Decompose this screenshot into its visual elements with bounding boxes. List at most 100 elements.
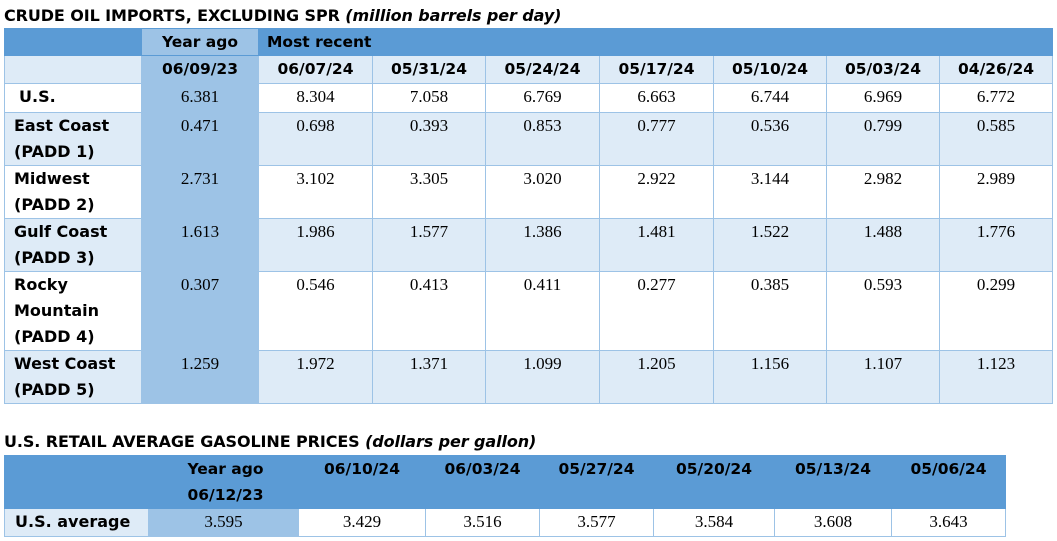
crude-most-recent-header: Most recent: [257, 28, 1054, 56]
value-cell: 1.259: [141, 350, 259, 404]
value: 3.584: [694, 512, 734, 531]
value-cell: 1.371: [372, 350, 486, 404]
gasoline-prices-title: U.S. RETAIL AVERAGE GASOLINE PRICES (dol…: [4, 432, 536, 451]
value-cell: 0.411: [485, 271, 600, 351]
value: 1.481: [637, 222, 676, 241]
value-cell: 0.299: [938, 271, 1054, 351]
crude-date-cell: 06/09/23: [141, 55, 259, 84]
gasoline-prices-table: Year ago 06/12/23 06/10/24 06/03/24 05/2…: [4, 455, 1006, 537]
value: 1.156: [750, 354, 790, 373]
value: 0.799: [863, 116, 903, 135]
value: 6.769: [523, 87, 562, 106]
value-cell: 0.698: [258, 112, 373, 166]
table-row: U.S. average 3.595 3.429 3.516 3.577 3.5…: [4, 508, 1006, 537]
value: 6.381: [180, 87, 220, 106]
value-cell: 1.205: [599, 350, 714, 404]
row-label: Gulf Coast (PADD 3): [14, 222, 108, 267]
value-cell: 0.471: [141, 112, 259, 166]
value: 3.577: [577, 512, 616, 531]
crude-title-main: CRUDE OIL IMPORTS, EXCLUDING SPR: [4, 6, 340, 25]
gasoline-title-main: U.S. RETAIL AVERAGE GASOLINE PRICES: [4, 432, 360, 451]
value-cell: 0.536: [713, 112, 827, 166]
value-cell: 3.429: [298, 508, 426, 537]
value: 6.744: [750, 87, 790, 106]
row-label: Midwest (PADD 2): [14, 169, 95, 214]
year-ago-date: 06/12/23: [187, 486, 264, 504]
value: 3.429: [342, 512, 382, 531]
value: 0.471: [180, 116, 220, 135]
value: 1.386: [523, 222, 562, 241]
value-cell: 0.393: [372, 112, 486, 166]
value: 6.772: [976, 87, 1016, 106]
value-cell: 0.307: [141, 271, 259, 351]
most-recent-label: Most recent: [267, 33, 372, 51]
value: 2.731: [180, 169, 220, 188]
date-label: 05/31/24: [390, 60, 468, 78]
value: 0.307: [180, 275, 220, 294]
gasoline-header-blank: [4, 455, 149, 509]
value: 1.123: [976, 354, 1016, 373]
value: 2.989: [976, 169, 1016, 188]
crude-date-cell: 05/24/24: [485, 55, 600, 84]
value-cell: 6.663: [599, 83, 714, 113]
crude-imports-table: Year ago Most recent 06/09/23 06/07/24 0…: [4, 28, 1054, 404]
value-cell: 0.777: [599, 112, 714, 166]
value: 0.413: [409, 275, 449, 294]
value-cell: 1.481: [599, 218, 714, 272]
value: 1.776: [976, 222, 1016, 241]
gasoline-date-cell: 05/06/24: [891, 455, 1006, 509]
row-label-cell: U.S. average: [4, 508, 149, 537]
value: 0.546: [296, 275, 335, 294]
value-cell: 1.386: [485, 218, 600, 272]
value: 0.593: [863, 275, 903, 294]
value-cell: 0.546: [258, 271, 373, 351]
crude-date-cell: 06/07/24: [258, 55, 373, 84]
gasoline-date-cell: 05/27/24: [539, 455, 654, 509]
crude-year-ago-header: Year ago: [141, 28, 259, 56]
table-row: U.S. 6.381 8.304 7.058 6.769 6.663 6.744…: [4, 83, 1054, 113]
table-row: Rocky Mountain (PADD 4) 0.307 0.546 0.41…: [4, 271, 1054, 351]
row-label-cell: Gulf Coast (PADD 3): [4, 218, 142, 272]
row-label: Rocky Mountain (PADD 4): [14, 275, 100, 346]
value: 0.393: [409, 116, 449, 135]
value-cell: 3.020: [485, 165, 600, 219]
value-cell: 1.613: [141, 218, 259, 272]
crude-date-blank: [4, 55, 142, 84]
value-cell: 0.853: [485, 112, 600, 166]
value-cell: 0.799: [826, 112, 940, 166]
value-cell: 1.972: [258, 350, 373, 404]
year-ago-label: Year ago: [187, 460, 264, 478]
crude-date-cell: 05/31/24: [372, 55, 486, 84]
value-cell: 1.776: [938, 218, 1054, 272]
crude-date-cell: 05/10/24: [713, 55, 827, 84]
value: 1.613: [180, 222, 220, 241]
gasoline-year-ago-header: Year ago 06/12/23: [148, 455, 299, 509]
value-cell: 0.585: [938, 112, 1054, 166]
value: 2.982: [863, 169, 903, 188]
table-row: Midwest (PADD 2) 2.731 3.102 3.305 3.020…: [4, 165, 1054, 219]
value-cell: 0.277: [599, 271, 714, 351]
date-label: 06/07/24: [277, 60, 354, 78]
value: 1.107: [863, 354, 903, 373]
row-label: East Coast (PADD 1): [14, 116, 110, 161]
value-cell: 3.516: [425, 508, 540, 537]
value: 0.853: [523, 116, 562, 135]
value: 1.522: [750, 222, 790, 241]
value: 1.371: [409, 354, 449, 373]
gasoline-date-cell: 06/10/24: [298, 455, 426, 509]
gasoline-title-unit: (dollars per gallon): [365, 432, 537, 451]
row-label-cell: West Coast (PADD 5): [4, 350, 142, 404]
value-cell: 2.731: [141, 165, 259, 219]
crude-imports-title: CRUDE OIL IMPORTS, EXCLUDING SPR (millio…: [4, 6, 562, 25]
value: 0.411: [523, 275, 562, 294]
gasoline-date-cell: 06/03/24: [425, 455, 540, 509]
value-cell: 0.413: [372, 271, 486, 351]
value-cell: 1.156: [713, 350, 827, 404]
table-row: East Coast (PADD 1) 0.471 0.698 0.393 0.…: [4, 112, 1054, 166]
value: 1.099: [523, 354, 562, 373]
value: 3.595: [204, 512, 243, 531]
row-label: West Coast (PADD 5): [14, 354, 116, 399]
crude-title-unit: (million barrels per day): [345, 6, 562, 25]
date-label: 06/03/24: [444, 460, 521, 478]
row-label-cell: East Coast (PADD 1): [4, 112, 142, 166]
